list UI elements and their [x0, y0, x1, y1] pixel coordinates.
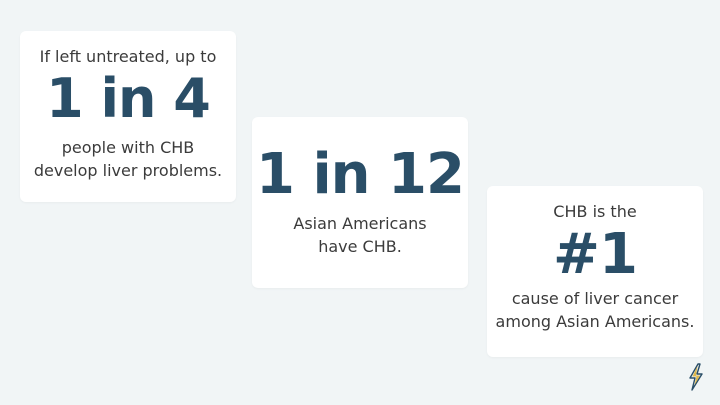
stat-card-liver-cancer: CHB is the #1 cause of liver cancer amon… [487, 186, 703, 357]
card-description-line-2: develop liver problems. [33, 161, 223, 180]
card-description-line-1: people with CHB [61, 138, 195, 157]
card-description-line-2: have CHB. [318, 237, 402, 256]
card-stat-number: 1 in 12 [256, 142, 465, 207]
card-description-line-2: among Asian Americans. [495, 312, 695, 331]
card-stat-number: 1 in 4 [46, 67, 211, 130]
card-stat-number: #1 [553, 222, 638, 287]
stat-card-prevalence: 1 in 12 Asian Americans have CHB. [252, 117, 468, 288]
card-description-line-1: Asian Americans [293, 214, 427, 233]
stat-card-untreated: If left untreated, up to 1 in 4 people w… [20, 31, 236, 202]
card-description-line-1: cause of liver cancer [511, 289, 679, 308]
lightning-bolt-icon [689, 363, 703, 391]
card-intro-text: CHB is the [553, 202, 637, 221]
card-intro-text: If left untreated, up to [39, 47, 217, 66]
